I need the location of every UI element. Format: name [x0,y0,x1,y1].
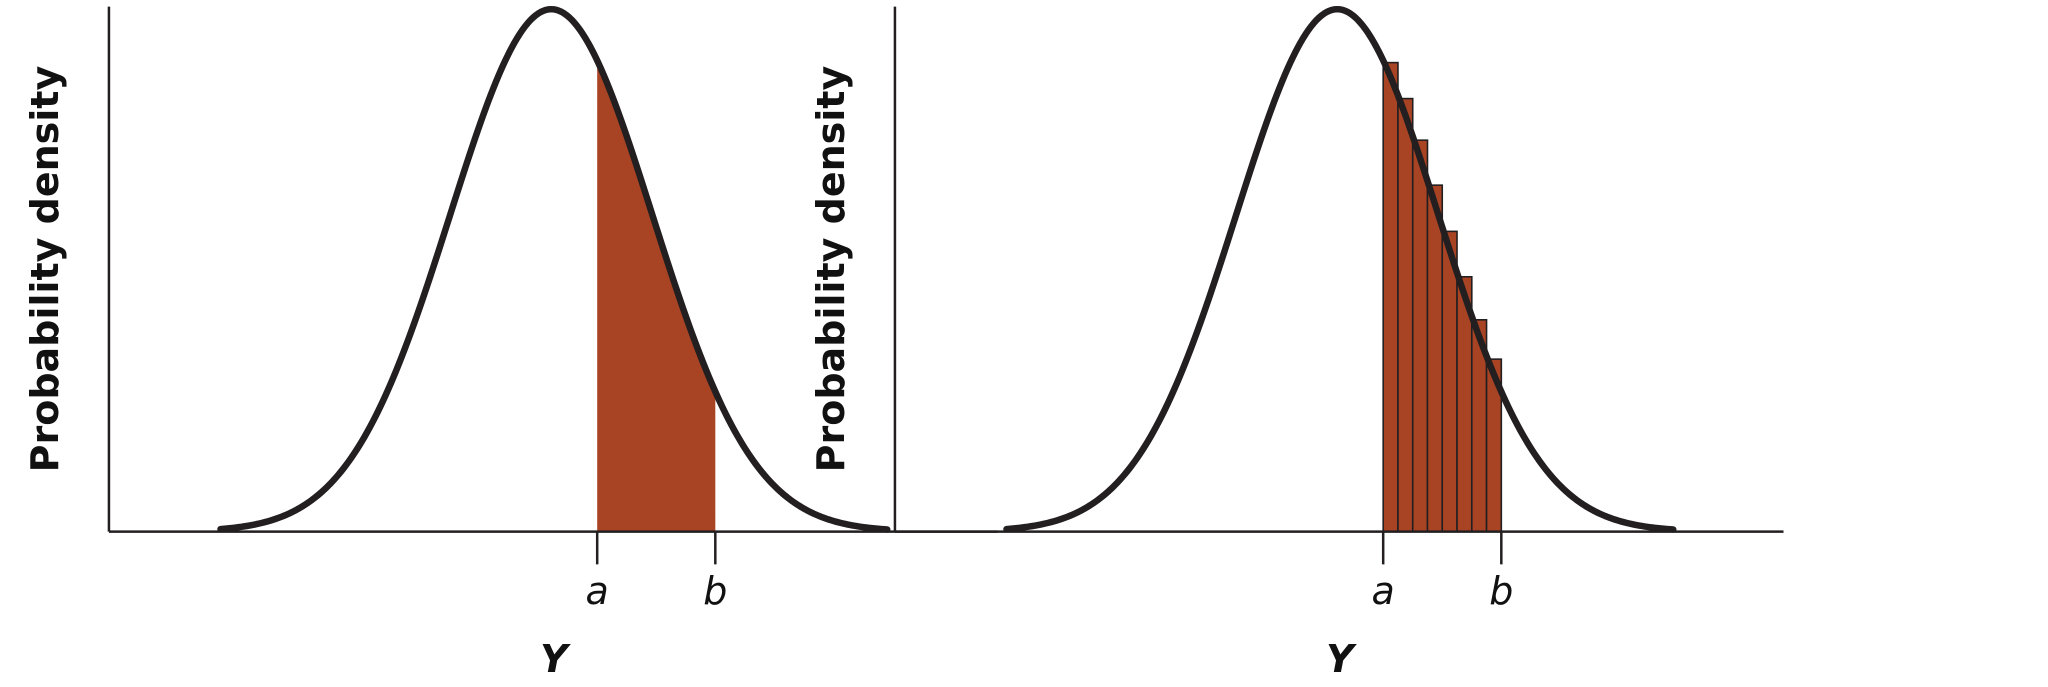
density-curve [217,5,891,533]
approx-bar [1397,97,1414,533]
tick-label-b: b [703,569,727,613]
x-axis-label: Y [540,637,571,681]
panel-right: a b Y Probability density [809,5,1784,681]
y-axis-label: Probability density [809,66,853,473]
shaded-area [597,60,716,532]
density-curve [1003,5,1677,533]
tick-label-a: a [1372,569,1395,613]
tick-label-b: b [1489,569,1513,613]
approx-bar [1411,139,1429,533]
tick-label-a: a [586,569,609,613]
y-axis-label: Probability density [23,66,67,473]
panel-left: a b Y Probability density [23,5,998,681]
approximation-bars [1382,61,1503,533]
approx-bar [1441,230,1458,533]
approx-bar [1426,184,1444,533]
x-axis-label: Y [1326,637,1357,681]
approx-bar [1382,61,1399,533]
